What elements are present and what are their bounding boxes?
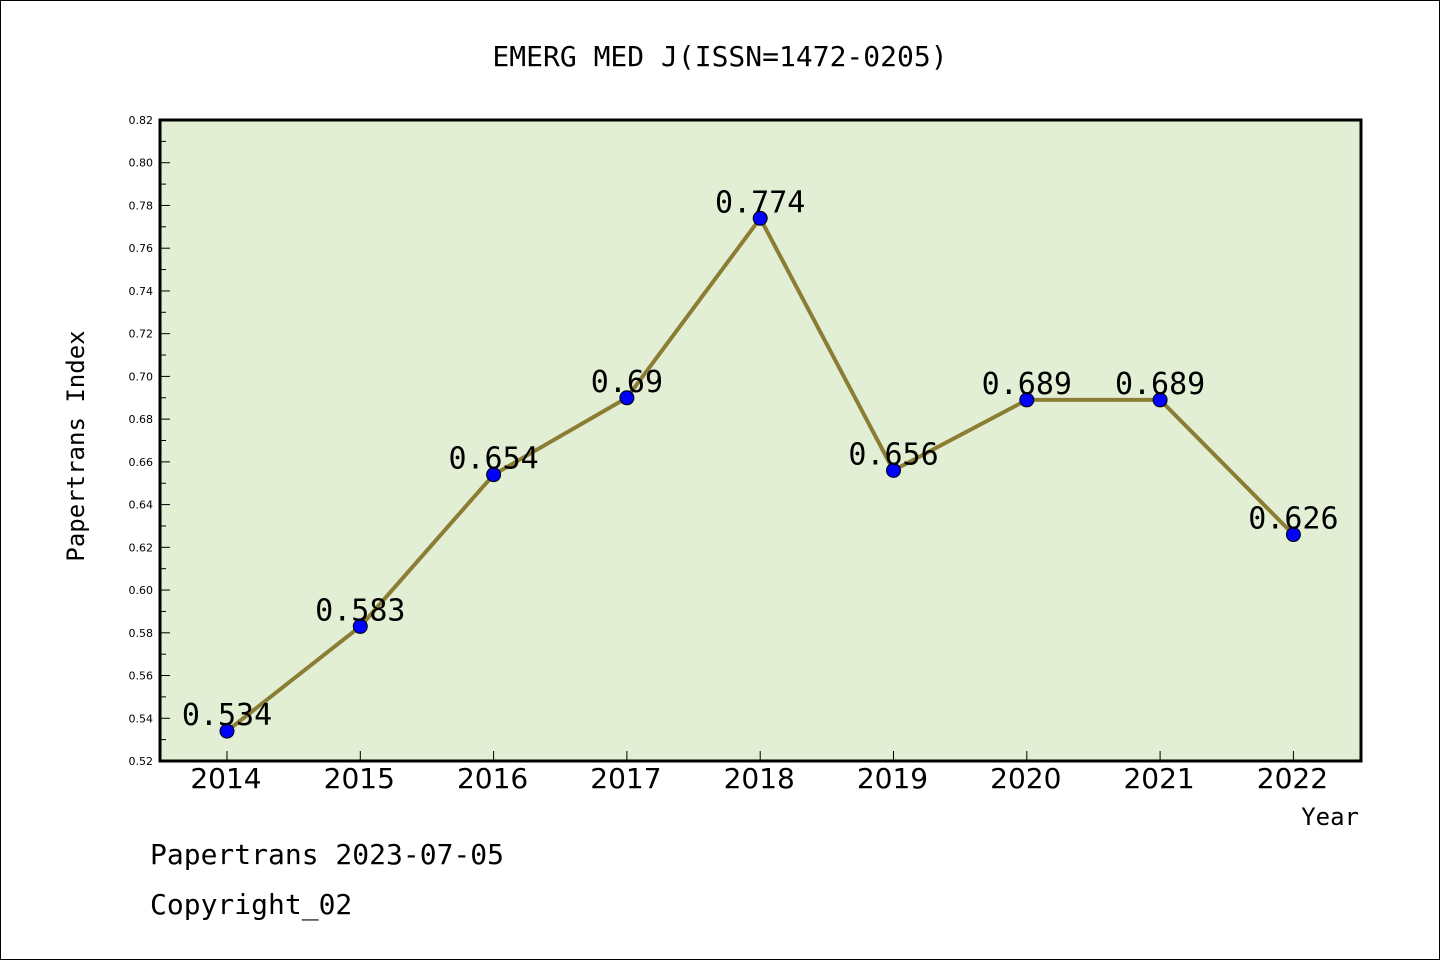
y-tick-label: 0.76 (129, 242, 154, 255)
y-tick-label: 0.68 (129, 413, 154, 426)
x-tick-label: 2019 (857, 762, 928, 795)
footer-copyright: Copyright_02 (150, 888, 352, 922)
data-point-marker (886, 462, 901, 478)
series-markers (219, 210, 1301, 739)
y-tick-label: 0.70 (129, 370, 154, 383)
chart-title: EMERG MED J(ISSN=1472-0205) (492, 40, 947, 73)
data-label: 0.626 (1248, 502, 1338, 537)
x-tick-label: 2021 (1123, 762, 1194, 795)
y-tick-label: 0.58 (129, 627, 154, 640)
y-tick-label: 0.62 (129, 541, 154, 554)
data-label: 0.774 (715, 185, 805, 220)
x-tick-label: 2020 (990, 762, 1061, 795)
footer-date: Papertrans 2023-07-05 (150, 838, 504, 871)
data-point-marker (352, 618, 368, 634)
y-tick-label: 0.64 (129, 499, 154, 512)
plot-area (158, 118, 1363, 763)
y-tick-label: 0.78 (129, 199, 154, 212)
y-axis-label: Papertrans Index (62, 330, 90, 561)
x-tick-label: 2022 (1257, 762, 1328, 795)
x-tick-label: 2015 (324, 762, 395, 795)
y-tick-label: 0.52 (129, 755, 154, 768)
x-axis-label: Year (1301, 803, 1359, 831)
x-tick-label: 2017 (590, 762, 661, 795)
data-point-marker (486, 467, 502, 483)
y-tick-label: 0.74 (129, 285, 154, 298)
x-tick-label: 2016 (457, 762, 528, 795)
x-tick-label: 2014 (190, 762, 261, 795)
y-tick-label: 0.56 (129, 670, 154, 683)
y-tick-label: 0.66 (129, 456, 154, 469)
data-label: 0.656 (848, 437, 938, 472)
data-label: 0.689 (982, 367, 1072, 402)
y-tick-label: 0.72 (129, 328, 154, 341)
y-tick-label: 0.54 (129, 712, 154, 725)
data-point-marker (1019, 392, 1035, 408)
x-tick-label: 2018 (724, 762, 795, 795)
data-label: 0.689 (1115, 367, 1205, 402)
x-axis-ticks: 2014 2015 2016 2017 2018 2019 2020 2021 2022 (190, 751, 1328, 795)
data-label: 0.583 (315, 593, 405, 628)
y-tick-label: 0.82 (129, 114, 154, 127)
data-point-marker (752, 210, 768, 226)
data-label: 0.654 (448, 442, 538, 477)
y-tick-label: 0.80 (129, 157, 154, 170)
data-point-marker (219, 723, 235, 739)
data-labels: 0.534 0.583 0.654 0.69 0.774 0.656 0.689 0.689 0… (182, 185, 1339, 733)
y-tick-label: 0.60 (129, 584, 154, 597)
data-point-marker (1285, 527, 1301, 543)
data-label: 0.534 (182, 698, 272, 733)
data-label: 0.69 (591, 365, 663, 400)
data-point-marker (619, 390, 635, 406)
data-point-marker (1152, 392, 1168, 408)
y-axis-ticks: 0.52 0.54 0.56 0.58 0.60 0.62 0.64 0.66 0.68 0.70… (129, 114, 170, 768)
